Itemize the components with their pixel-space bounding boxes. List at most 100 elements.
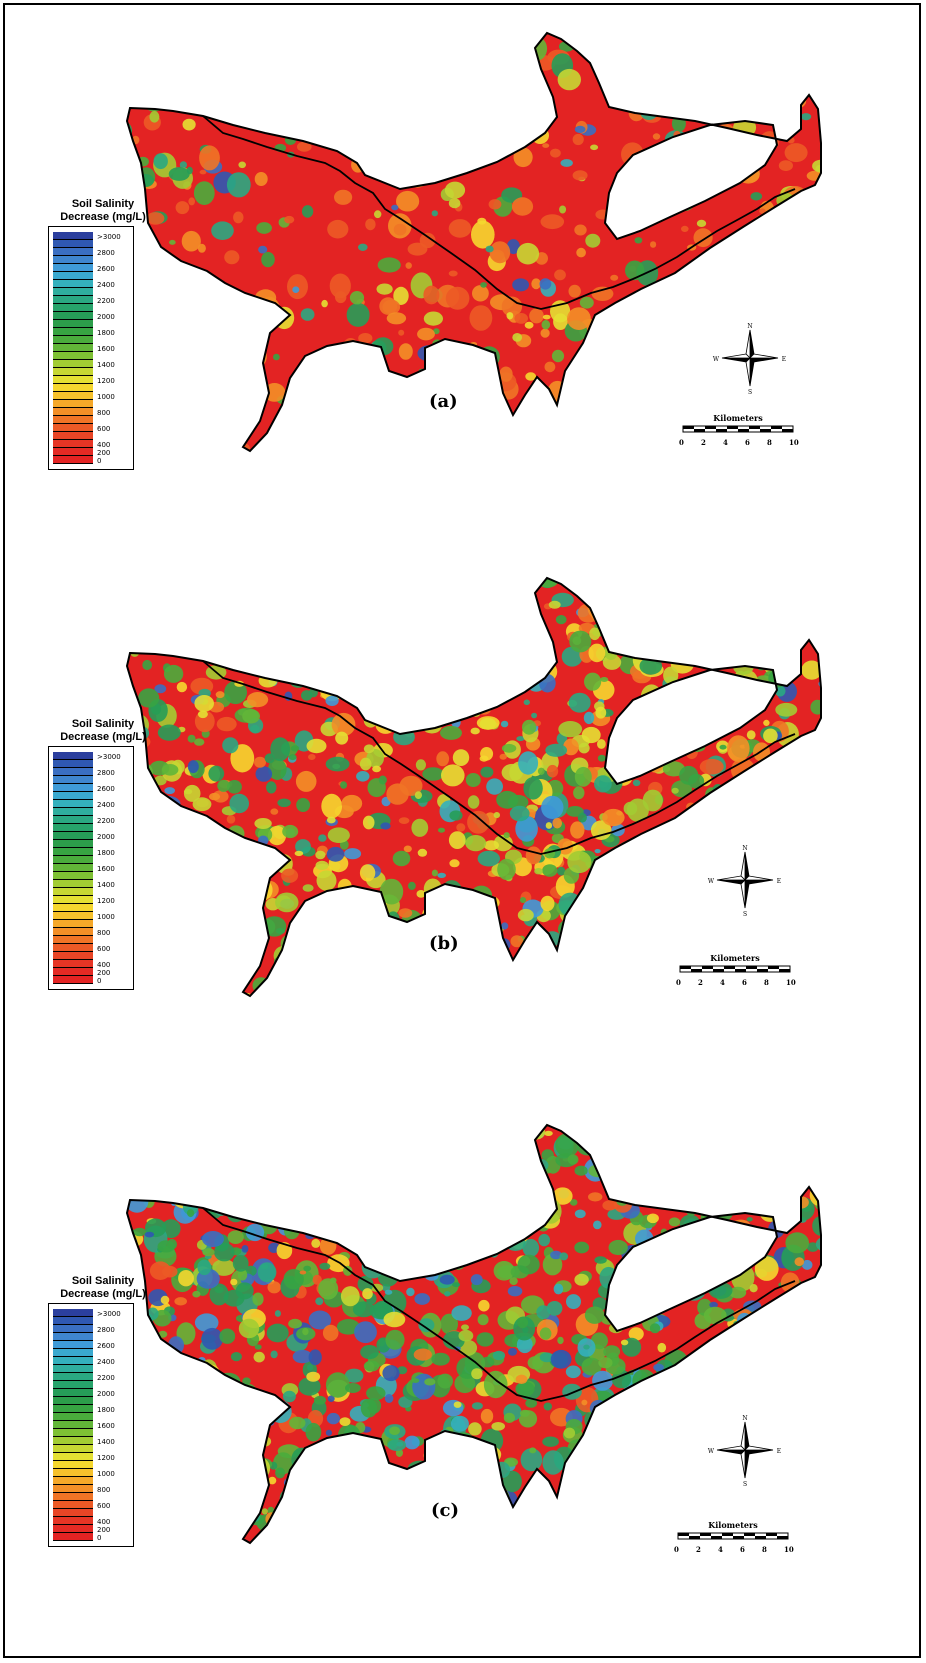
compass-letter: W — [713, 356, 720, 363]
scale-bar-segment — [680, 966, 691, 969]
scale-tick-label: 0 — [674, 1545, 679, 1554]
scale-bar-segment — [746, 966, 757, 969]
legend-swatch — [53, 304, 93, 312]
panel-label-c: (c) — [431, 1500, 459, 1521]
legend-entry: 800 — [53, 928, 129, 937]
legend-entry: 1600 — [53, 864, 129, 873]
scale-tick-label: 10 — [789, 438, 799, 447]
legend-label: 1600 — [97, 865, 115, 873]
legend-label: 600 — [97, 425, 111, 433]
legend-entry — [53, 240, 129, 248]
legend-swatch — [53, 896, 93, 904]
scale-tick-label: 6 — [740, 1545, 745, 1554]
legend-swatch — [53, 1405, 93, 1413]
compass-letter: E — [777, 878, 781, 885]
scale-bar-segment — [683, 426, 694, 429]
legend-entry — [53, 936, 129, 944]
legend-swatch — [53, 1365, 93, 1373]
legend-entry: 200 — [53, 1525, 129, 1534]
legend-label: 2200 — [97, 817, 115, 825]
legend-entry — [53, 840, 129, 848]
scale-tick-label: 4 — [718, 1545, 723, 1554]
legend-swatch — [53, 1493, 93, 1501]
scale-tick-label: 10 — [786, 978, 796, 987]
legend-swatch — [53, 248, 93, 256]
legend-swatch — [53, 376, 93, 384]
legend-swatch — [53, 1341, 93, 1349]
legend-swatch — [53, 264, 93, 272]
legend-label: 2200 — [97, 297, 115, 305]
scale-bar-segment — [749, 426, 760, 429]
scale-title: Kilometers — [710, 953, 760, 963]
panel-label-a: (a) — [429, 391, 458, 412]
region-outline — [125, 31, 822, 453]
compass-letter: N — [747, 323, 752, 330]
legend-entry: 2200 — [53, 1373, 129, 1382]
internal-boundary — [202, 660, 796, 855]
compass-letter: W — [708, 1448, 715, 1455]
legend-swatch — [53, 1477, 93, 1485]
compass-point — [716, 1445, 746, 1451]
legend-label: 1800 — [97, 849, 115, 857]
legend-swatch — [53, 1485, 93, 1493]
legend-title: Soil Salinity Decrease (mg/L) — [60, 198, 146, 223]
legend-box: >3000 2800 2600 2400 2200 2000 1800 1600 1400 120… — [48, 1303, 134, 1547]
legend-label: 2000 — [97, 833, 115, 841]
legend-entry: 2200 — [53, 816, 129, 825]
legend-swatch — [53, 968, 93, 976]
legend-label: 600 — [97, 1502, 111, 1510]
legend-swatch — [53, 1469, 93, 1477]
legend-swatch — [53, 1317, 93, 1325]
legend-swatch — [53, 872, 93, 880]
scale-bar-segment — [733, 1536, 744, 1539]
scale-bar-segment — [705, 426, 716, 429]
legend-label: >3000 — [97, 233, 121, 241]
compass-point — [744, 1449, 774, 1455]
compass-point — [740, 879, 746, 909]
compass-point — [749, 357, 779, 363]
legend-title: Soil Salinity Decrease (mg/L) — [60, 1275, 146, 1300]
legend-entry: 1000 — [53, 912, 129, 921]
panel-label-b: (b) — [429, 933, 459, 954]
legend-label: 1000 — [97, 913, 115, 921]
legend-entry: 400 — [53, 960, 129, 969]
north-arrow-icon: N S E W — [713, 323, 786, 396]
legend-entry: 1200 — [53, 896, 129, 905]
legend-entry: 2200 — [53, 296, 129, 305]
scale-bar-segment — [702, 966, 713, 969]
scale-tick-label: 8 — [762, 1545, 767, 1554]
legend-swatch — [53, 832, 93, 840]
legend-swatch — [53, 400, 93, 408]
scale-bar-segment — [722, 1533, 733, 1536]
compass-point — [745, 357, 751, 387]
scale-bar-graphic — [677, 1532, 789, 1540]
legend-label: 600 — [97, 945, 111, 953]
legend-label: 2000 — [97, 1390, 115, 1398]
legend-swatch — [53, 328, 93, 336]
legend-label: 0 — [97, 457, 102, 465]
scale-bar-segment — [782, 429, 793, 432]
legend-entry — [53, 416, 129, 424]
legend-swatch — [53, 1533, 93, 1541]
legend-swatch — [53, 1517, 93, 1525]
legend-swatch — [53, 272, 93, 280]
legend-entry: 1400 — [53, 360, 129, 369]
legend-swatch — [53, 936, 93, 944]
legend-entry: 1600 — [53, 344, 129, 353]
map-panel-b: Soil Salinity Decrease (mg/L) >3000 2800 2… — [5, 558, 919, 1098]
legend-swatch — [53, 776, 93, 784]
legend-entry: 400 — [53, 1517, 129, 1526]
legend-entry: 600 — [53, 944, 129, 953]
legend-swatch — [53, 880, 93, 888]
legend-entry: 200 — [53, 968, 129, 977]
compass-point — [749, 353, 779, 359]
legend-entry — [53, 384, 129, 392]
salinity-figure: Soil Salinity Decrease (mg/L) >3000 2800 2… — [3, 3, 921, 1658]
legend-label: 2400 — [97, 1358, 115, 1366]
legend-entry: 2000 — [53, 1389, 129, 1398]
legend-entry: 0 — [53, 1533, 129, 1542]
legend-swatch — [53, 808, 93, 816]
legend-label: 1600 — [97, 1422, 115, 1430]
legend-entry: 1800 — [53, 848, 129, 857]
legend-entry — [53, 952, 129, 960]
